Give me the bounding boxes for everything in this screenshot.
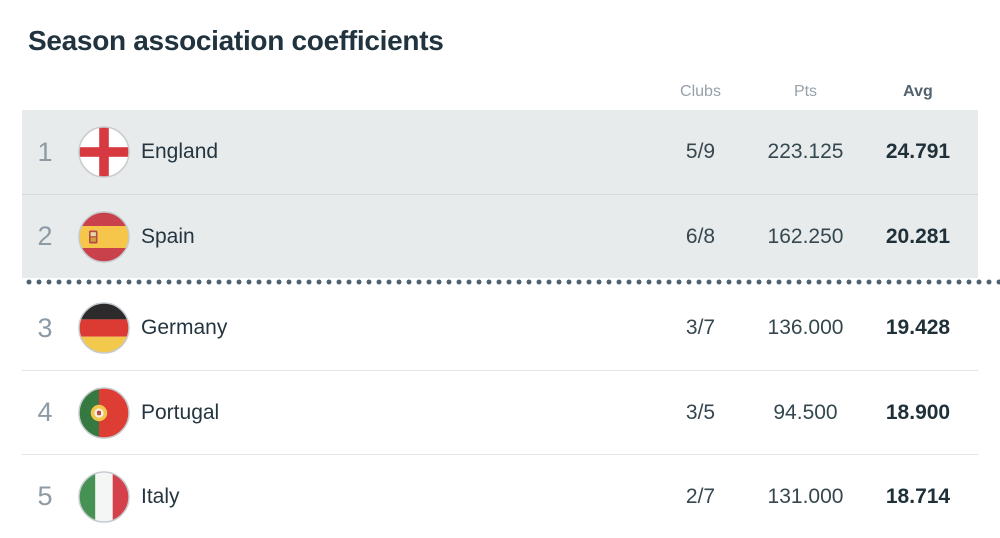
rank-value: 1: [37, 136, 53, 167]
clubs-value: 5/9: [685, 140, 716, 163]
clubs-value: 3/5: [685, 400, 716, 424]
clubs-value: 6/8: [685, 224, 716, 248]
qualification-cutoff-divider: [22, 278, 1000, 286]
standard-rows-group: 3 Germany 3/7 136.000 19.428 4: [22, 286, 978, 538]
england-flag-icon: [68, 126, 140, 178]
avg-value: 18.714: [885, 484, 951, 508]
column-header-clubs: Clubs: [680, 83, 721, 100]
germany-flag-icon: [68, 302, 140, 354]
rank-value: 4: [37, 397, 53, 427]
rank-value: 2: [37, 221, 53, 251]
table-row-spain[interactable]: 2 Spain 6/8 162.250 20: [22, 194, 978, 278]
avg-value: 20.281: [885, 224, 951, 248]
clubs-value: 3/7: [685, 316, 716, 339]
column-header-pts: Pts: [793, 83, 818, 100]
avg-value: 19.428: [885, 316, 951, 339]
pts-value: 223.125: [767, 140, 844, 163]
country-name: England: [141, 140, 219, 163]
table-row-england[interactable]: 1 England 5/9 223.125 24.791: [22, 110, 978, 194]
pts-value: 131.000: [767, 484, 844, 508]
pts-value: 136.000: [767, 316, 844, 339]
rank-value: 3: [37, 312, 53, 343]
page-title: Season association coefficients: [28, 25, 444, 56]
portugal-flag-icon: [68, 386, 140, 439]
highlighted-rows-group: 1 England 5/9 223.125 24.791 2: [22, 110, 978, 278]
column-header-avg: Avg: [903, 83, 933, 100]
table-header-row: Clubs Pts Avg: [22, 58, 978, 110]
country-name: Italy: [141, 484, 180, 508]
clubs-value: 2/7: [685, 484, 716, 508]
table-row-germany[interactable]: 3 Germany 3/7 136.000 19.428: [22, 286, 978, 370]
table-row-portugal[interactable]: 4 Portugal 3/5 94.500 18.900: [22, 370, 978, 454]
country-name: Germany: [141, 316, 228, 339]
avg-value: 18.900: [885, 400, 951, 424]
country-name: Spain: [141, 224, 195, 248]
pts-value: 94.500: [773, 400, 838, 424]
italy-flag-icon: [68, 470, 140, 523]
avg-value: 24.791: [885, 140, 951, 163]
pts-value: 162.250: [767, 224, 844, 248]
spain-flag-icon: [68, 210, 140, 263]
rank-value: 5: [37, 481, 53, 511]
table-row-italy[interactable]: 5 Italy 2/7 131.000 18.714: [22, 454, 978, 538]
coefficients-table: Clubs Pts Avg 1 England 5/9 223.125: [22, 58, 1000, 538]
country-name: Portugal: [141, 400, 220, 424]
